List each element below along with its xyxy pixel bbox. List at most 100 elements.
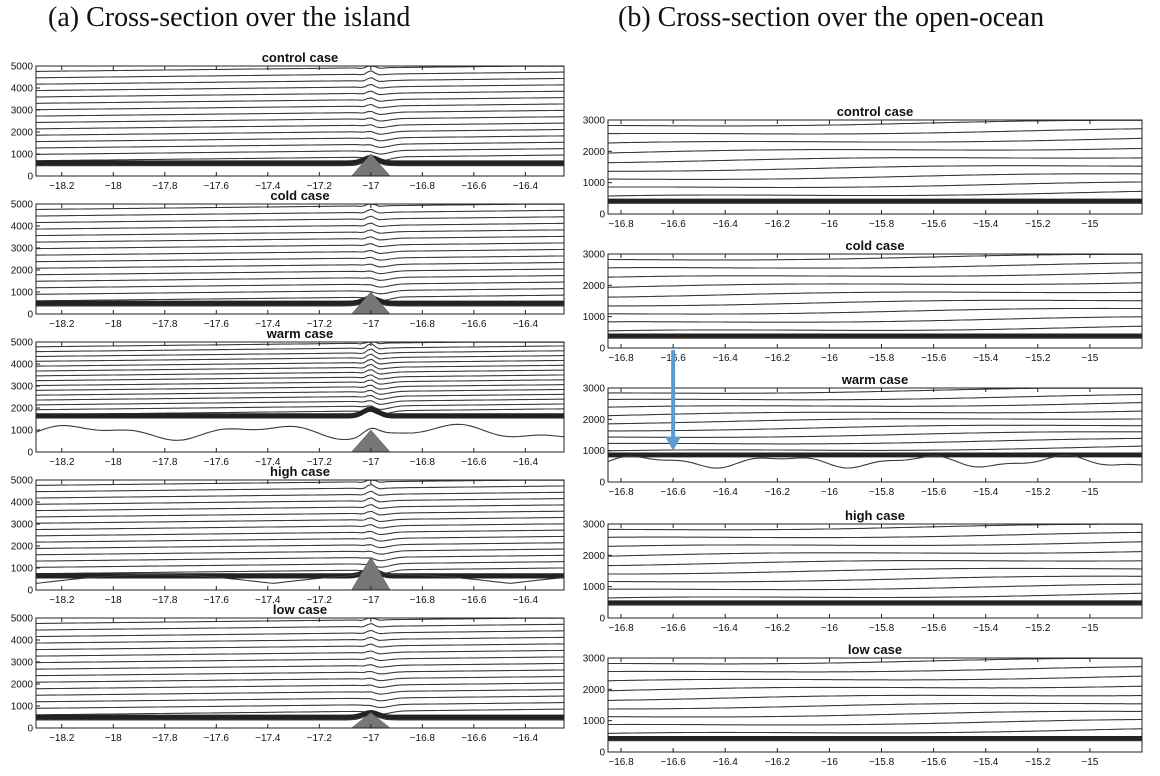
x-tick-label: −15 <box>1081 219 1098 230</box>
x-tick-label: −17.2 <box>307 181 333 192</box>
contour-line <box>35 567 564 575</box>
contour-line <box>608 424 1142 432</box>
x-tick-label: −16.8 <box>608 623 634 634</box>
x-tick-label: −17.6 <box>204 595 230 606</box>
panel-title: control case <box>262 50 339 65</box>
x-tick-label: −16.6 <box>461 319 487 330</box>
contour-line <box>608 393 1143 401</box>
plot-frame <box>607 657 1143 753</box>
x-tick-label: −16.8 <box>608 757 634 768</box>
contour-line <box>36 154 565 162</box>
contour-lines <box>607 253 1143 332</box>
contour-line <box>607 282 1142 288</box>
panel-a-cold-case: cold case 0 1000 2000 3000 4000 5000 −18.2 −18 −1… <box>11 188 565 330</box>
x-tick-label: −17 <box>362 733 379 744</box>
contour-line <box>608 560 1142 567</box>
contour-line <box>608 119 1142 127</box>
x-tick-label: −17.8 <box>152 595 178 606</box>
contour-line <box>608 523 1142 531</box>
contour-lines <box>35 617 565 716</box>
contour-line <box>608 253 1142 261</box>
x-tick-label: −17.8 <box>152 457 178 468</box>
contour-line <box>36 623 564 631</box>
x-tick-label: −17.8 <box>152 733 178 744</box>
x-tick-label: −15.6 <box>921 623 947 634</box>
x-tick-label: −15 <box>1081 353 1098 364</box>
contour-line <box>35 255 564 263</box>
x-tick-label: −15.8 <box>869 623 895 634</box>
x-tick-label: −18.2 <box>49 319 75 330</box>
x-tick-label: −15.4 <box>973 623 999 634</box>
contour-line <box>35 643 564 651</box>
contour-line <box>36 242 565 250</box>
plot-frame <box>35 203 565 315</box>
contour-line <box>36 65 564 72</box>
contour-line <box>36 388 564 396</box>
contour-line <box>607 675 1143 682</box>
contour-line <box>36 510 564 518</box>
contour-line <box>35 348 564 358</box>
contour-line <box>36 268 565 276</box>
contour-line <box>607 291 1143 298</box>
contour-line <box>608 718 1142 726</box>
x-tick-label: −18.2 <box>49 733 75 744</box>
inversion-layer <box>607 452 1143 469</box>
panel-b-high-case: high case 0 1000 2000 3000 −16.8 −16.6 −16.4 −16… <box>583 508 1143 634</box>
contour-line <box>36 656 565 664</box>
x-tick-label: −17.4 <box>255 595 281 606</box>
x-tick-label: −16.4 <box>713 487 739 498</box>
x-tick-label: −18.2 <box>49 595 75 606</box>
y-tick-label: 3000 <box>11 106 34 117</box>
contour-lines <box>35 341 565 416</box>
y-tick-label: 2000 <box>583 147 606 158</box>
x-tick-label: −16.4 <box>713 353 739 364</box>
contour-line <box>36 629 564 638</box>
boundary-layer-contour <box>36 300 564 307</box>
x-tick-label: −15 <box>1081 623 1098 634</box>
plot-frame <box>607 253 1143 349</box>
y-tick-label: 3000 <box>11 382 34 393</box>
x-tick-label: −15.2 <box>1025 487 1051 498</box>
inversion-contour <box>36 409 564 419</box>
x-tick-label: −16.6 <box>461 595 487 606</box>
x-tick-label: −17 <box>362 319 379 330</box>
y-tick-label: 2000 <box>11 266 34 277</box>
inversion-contour <box>36 712 564 720</box>
y-tick-label: 2000 <box>11 128 34 139</box>
contour-lines <box>35 65 565 162</box>
y-tick-label: 4000 <box>11 360 34 371</box>
contour-line <box>36 70 564 79</box>
x-tick-label: −15.8 <box>869 487 895 498</box>
contour-line <box>608 575 1142 583</box>
x-tick-label: −16 <box>821 353 838 364</box>
y-tick-label: 1000 <box>583 446 606 457</box>
contour-line <box>35 384 565 391</box>
contour-line <box>608 157 1142 164</box>
x-tick-label: −15.2 <box>1025 623 1051 634</box>
contour-line <box>36 542 565 549</box>
plot-frame <box>35 65 565 177</box>
right-column-heading: (b) Cross-section over the open-ocean <box>618 2 1045 33</box>
contour-line <box>608 437 1142 445</box>
boundary-layer-contour <box>36 159 564 167</box>
contour-line <box>35 248 565 256</box>
x-tick-label: −15.2 <box>1025 219 1051 230</box>
inversion-contour <box>36 154 564 163</box>
x-tick-label: −16.4 <box>513 733 539 744</box>
contour-line <box>36 353 564 362</box>
x-tick-label: −15.8 <box>869 219 895 230</box>
contour-line <box>608 541 1142 547</box>
y-tick-label: 0 <box>27 448 33 459</box>
inversion-contour <box>36 298 564 306</box>
contour-line <box>608 531 1142 539</box>
contour-line <box>607 272 1143 278</box>
x-tick-label: −16.8 <box>410 319 436 330</box>
x-tick-label: −16.8 <box>410 457 436 468</box>
contour-line <box>35 77 564 85</box>
y-tick-label: 1000 <box>11 150 34 161</box>
contour-lines <box>607 387 1143 452</box>
y-tick-label: 5000 <box>11 62 34 73</box>
x-tick-label: −16.6 <box>660 487 686 498</box>
contour-line <box>35 229 564 237</box>
panel-a-control-case: control case 0 1000 2000 3000 4000 5000 −18.2 −1… <box>11 50 565 192</box>
